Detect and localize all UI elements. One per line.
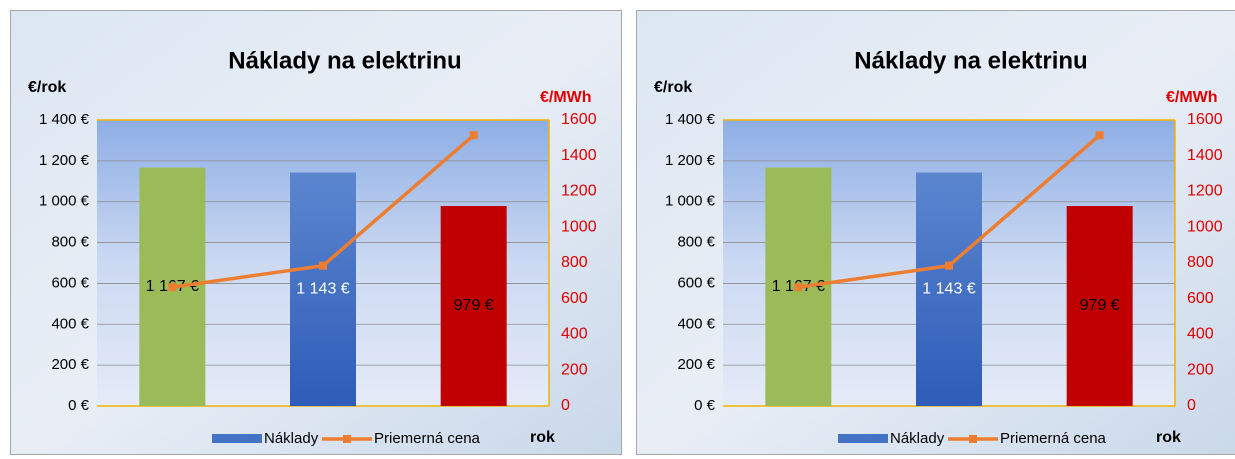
y-tick-label: 600 € [51, 274, 89, 291]
y-tick-label: 800 € [677, 234, 715, 251]
chart: Náklady na elektrinu €/rok €/MWh rok 0 € 200 … [10, 10, 622, 455]
y2-tick-label: 400 [1187, 326, 1214, 343]
y-tick-label: 1 200 € [665, 152, 716, 169]
chart-title: Náklady na elektrinu [854, 47, 1087, 74]
y-tick-label: 1 000 € [39, 193, 90, 210]
line-marker [319, 261, 327, 270]
line-marker [1095, 131, 1104, 140]
y-axis-label: €/rok [654, 79, 692, 96]
y2-tick-label: 800 [561, 254, 588, 271]
legend-label: Náklady [890, 430, 945, 447]
y-tick-label: 400 € [677, 315, 715, 332]
y-tick-label: 0 € [68, 397, 90, 414]
bar [916, 172, 982, 406]
y-tick-label: 1 200 € [39, 152, 90, 169]
data-label: 1 143 € [296, 280, 349, 297]
y2-tick-label: 1000 [1187, 218, 1223, 235]
y2-axis-label: €/MWh [1166, 89, 1218, 106]
legend-label: Náklady [264, 430, 319, 447]
y-tick-label: 400 € [51, 315, 89, 332]
y-tick-label: 1 400 € [665, 111, 716, 128]
y2-tick-label: 1200 [561, 183, 597, 200]
y2-tick-label: 0 [1187, 397, 1196, 414]
bar [290, 172, 356, 406]
y2-tick-label: 600 [561, 290, 588, 307]
legend-label: Priemerná cena [374, 430, 481, 447]
y2-axis-label: €/MWh [540, 89, 592, 106]
y-tick-label: 1 000 € [665, 193, 716, 210]
legend-swatch [838, 434, 888, 443]
legend-swatch [969, 435, 977, 443]
chart-frame: Náklady na elektrinu €/rok €/MWh rok 0 € 200 … [10, 10, 622, 455]
y2-tick-label: 200 [1187, 361, 1214, 378]
y-tick-label: 200 € [677, 356, 715, 373]
chart-frame: Náklady na elektrinu €/rok €/MWh rok 0 € 200 … [636, 10, 1235, 455]
y2-tick-label: 400 [561, 326, 588, 343]
x-axis-label: rok [1156, 429, 1181, 446]
y2-tick-label: 1000 [561, 218, 597, 235]
y-tick-label: 800 € [51, 234, 89, 251]
y-tick-label: 200 € [51, 356, 89, 373]
data-label: 979 € [1080, 297, 1120, 314]
x-axis-label: rok [530, 429, 555, 446]
legend-swatch [212, 434, 262, 443]
y2-tick-label: 1400 [561, 147, 597, 164]
y2-tick-label: 1200 [1187, 183, 1223, 200]
chart: Náklady na elektrinu €/rok €/MWh rok 0 € 200 … [636, 10, 1235, 455]
line-marker [945, 261, 953, 270]
legend-label: Priemerná cena [1000, 430, 1107, 447]
y2-tick-label: 600 [1187, 290, 1214, 307]
y2-tick-label: 800 [1187, 254, 1214, 271]
line-marker [469, 131, 478, 140]
bar [1066, 206, 1133, 406]
y2-tick-label: 0 [561, 397, 570, 414]
legend-swatch [343, 435, 351, 443]
y-tick-label: 0 € [694, 397, 716, 414]
y2-tick-label: 1400 [1187, 147, 1223, 164]
y2-tick-label: 1600 [1187, 111, 1223, 128]
line-marker [168, 283, 177, 292]
y-axis-label: €/rok [28, 79, 66, 96]
y-tick-label: 1 400 € [39, 111, 90, 128]
y2-tick-label: 1600 [561, 111, 597, 128]
data-label: 1 143 € [922, 280, 975, 297]
bar [440, 206, 507, 406]
chart-title: Náklady na elektrinu [228, 47, 461, 74]
y-tick-label: 600 € [677, 274, 715, 291]
y2-tick-label: 200 [561, 361, 588, 378]
data-label: 979 € [454, 297, 494, 314]
line-marker [794, 283, 803, 292]
